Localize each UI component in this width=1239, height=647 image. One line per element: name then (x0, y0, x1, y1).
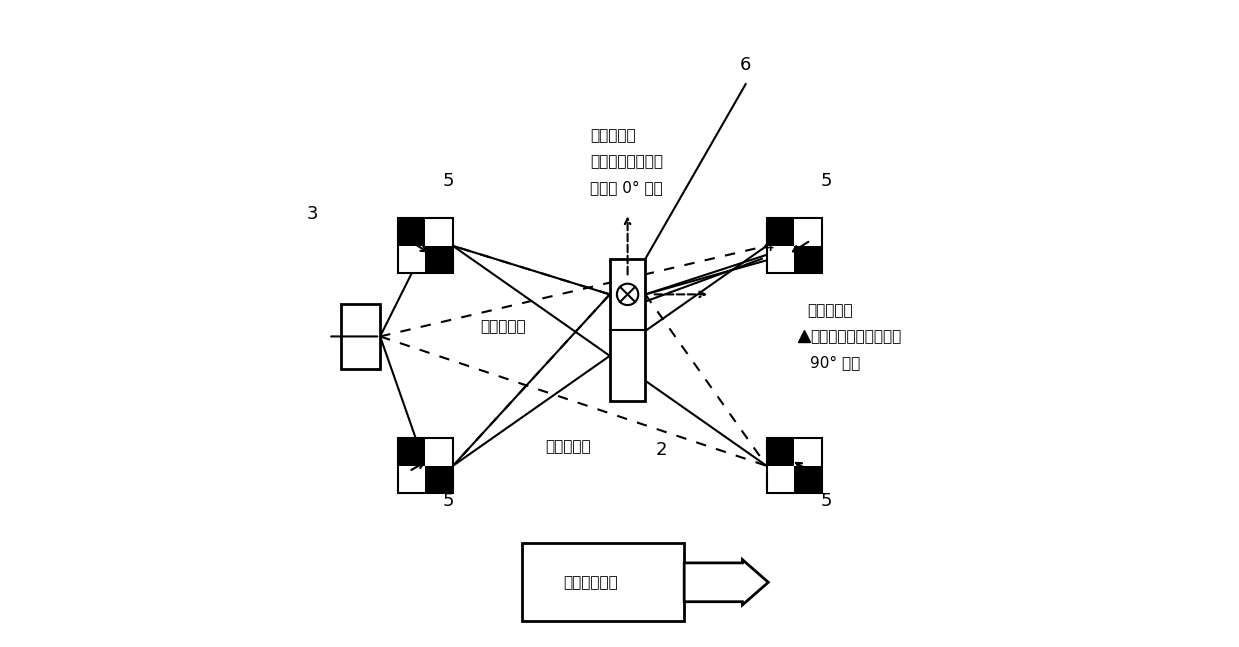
Text: 扫描仪右侧: 扫描仪右侧 (545, 439, 591, 454)
Text: 5: 5 (820, 172, 833, 190)
Bar (425, 246, 453, 273)
Bar (398, 219, 453, 273)
Bar (425, 466, 453, 493)
Bar (398, 439, 425, 466)
Text: 扫描仪后方: 扫描仪后方 (481, 319, 525, 334)
Text: 90° 位置: 90° 位置 (810, 355, 861, 370)
Text: 5: 5 (442, 492, 453, 510)
Bar (767, 219, 821, 273)
Bar (767, 439, 821, 493)
Bar (767, 219, 794, 246)
Text: 6: 6 (740, 56, 751, 74)
Text: 测量前进方向: 测量前进方向 (563, 575, 618, 590)
Text: 扫描仪镜头朝向水平角: 扫描仪镜头朝向水平角 (810, 329, 902, 344)
Bar (523, 543, 684, 621)
Text: 5: 5 (442, 172, 453, 190)
Text: 3: 3 (306, 204, 318, 223)
Text: 5: 5 (820, 492, 833, 510)
Text: 光学相机镜头朝向: 光学相机镜头朝向 (591, 154, 663, 170)
Text: 水平角 0° 位置: 水平角 0° 位置 (591, 180, 663, 195)
Text: 4: 4 (762, 237, 774, 255)
FancyArrow shape (684, 560, 768, 605)
Bar (794, 466, 821, 493)
Text: 2: 2 (655, 441, 668, 459)
Bar (398, 219, 425, 246)
Bar (610, 259, 646, 401)
Text: 扫描仪左侧: 扫描仪左侧 (591, 128, 636, 144)
Bar (767, 439, 794, 466)
Bar (398, 439, 453, 493)
Text: 扫描仪前方: 扫描仪前方 (807, 303, 852, 318)
Bar (341, 304, 380, 369)
Bar (794, 246, 821, 273)
